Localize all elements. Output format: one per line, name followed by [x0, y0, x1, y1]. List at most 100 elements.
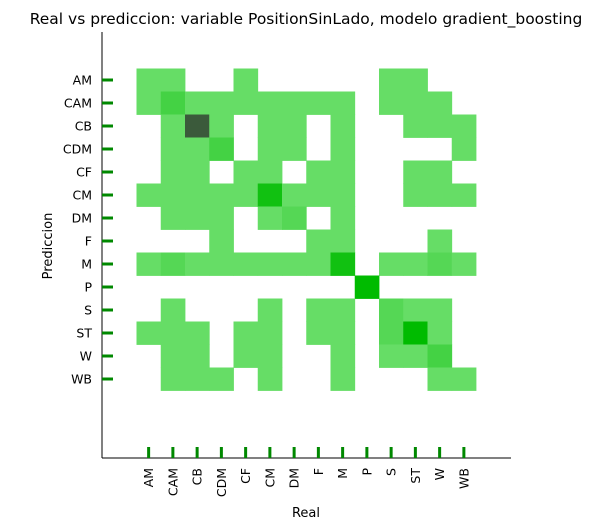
- heatmap-cell-WB-W: [427, 367, 453, 391]
- x-tick-mark-F: [316, 447, 320, 458]
- heatmap-cell-CAM-M: [330, 91, 356, 115]
- heatmap-cell-CM-ST: [403, 183, 428, 207]
- y-tick-mark-W: [102, 354, 113, 358]
- y-tick-label-W: W: [80, 349, 92, 364]
- heatmap-cell-CF-CF: [233, 160, 259, 184]
- x-tick-label-CAM: CAM: [165, 468, 180, 496]
- y-tick-mark-S: [102, 308, 113, 312]
- heatmap-cell-AM-AM: [136, 68, 162, 92]
- x-tick-mark-P: [365, 447, 369, 458]
- heatmap-cell-CM-AM: [136, 183, 162, 207]
- y-tick-label-P: P: [84, 280, 92, 295]
- heatmap-cell-WB-CAM: [160, 367, 186, 391]
- heatmap-cell-CM-M: [330, 183, 356, 207]
- x-tick-label-W: W: [432, 468, 447, 480]
- heatmap-cell-ST-F: [306, 321, 331, 345]
- heatmap-cell-ST-M: [330, 321, 356, 345]
- y-tick-label-CDM: CDM: [63, 142, 92, 157]
- x-ticks: AM CAM CB CDM CF CM DM F M P S ST W WB: [141, 447, 471, 497]
- heatmap-cell-CB-CDM: [209, 114, 234, 138]
- heatmap-cell-WB-CDM: [209, 367, 234, 391]
- heatmap-cell-CAM-W: [427, 91, 453, 115]
- x-tick-label-M: M: [335, 468, 350, 479]
- y-tick-mark-CB: [102, 124, 113, 128]
- heatmap-cell-M-CDM: [209, 252, 234, 276]
- heatmap-cell-CM-DM: [282, 183, 307, 207]
- y-axis-label: Prediccion: [41, 213, 56, 280]
- heatmap-cell-AM-CAM: [160, 68, 186, 92]
- chart-title: Real vs prediccion: variable PositionSin…: [30, 10, 583, 29]
- x-axis-label: Real: [292, 506, 320, 521]
- heatmap-cell-CDM-CAM: [160, 137, 186, 161]
- x-tick-mark-CM: [268, 447, 272, 458]
- heatmap-cell-S-F: [306, 298, 331, 322]
- y-tick-mark-CDM: [102, 147, 113, 151]
- heatmap-cell-AM-ST: [403, 68, 428, 92]
- x-tick-label-DM: DM: [287, 468, 302, 488]
- heatmap-cell-CAM-CF: [233, 91, 259, 115]
- heatmap-cell-CB-CB: [185, 114, 210, 138]
- heatmap-cell-WB-WB: [451, 367, 477, 391]
- heatmap-cell-CDM-CB: [185, 137, 210, 161]
- heatmap-cell-CM-CAM: [160, 183, 186, 207]
- x-tick-label-CDM: CDM: [214, 468, 229, 497]
- heatmap-cell-CB-WB: [451, 114, 477, 138]
- heatmap-cell-DM-CM: [257, 206, 283, 230]
- heatmap-cell-CF-W: [427, 160, 453, 184]
- heatmap-cell-CF-CM: [257, 160, 283, 184]
- heatmap-cell-CM-F: [306, 183, 331, 207]
- heatmap-cell-ST-CM: [257, 321, 283, 345]
- heatmap-cell-CF-CB: [185, 160, 210, 184]
- x-tick-label-CM: CM: [262, 468, 277, 488]
- heatmap-cell-CB-CM: [257, 114, 283, 138]
- y-tick-mark-CAM: [102, 101, 113, 105]
- y-tick-label-CB: CB: [75, 119, 92, 134]
- heatmap-cell-F-CDM: [209, 229, 234, 253]
- heatmap-cell-CAM-DM: [282, 91, 307, 115]
- heatmap-cell-AM-CF: [233, 68, 259, 92]
- heatmap-cell-ST-AM: [136, 321, 162, 345]
- y-tick-label-S: S: [84, 303, 92, 318]
- y-tick-label-M: M: [81, 257, 92, 272]
- heatmap-cell-M-CM: [257, 252, 283, 276]
- y-tick-label-AM: AM: [73, 73, 92, 88]
- heatmap-cell-S-S: [379, 298, 404, 322]
- heatmap-cell-CDM-WB: [451, 137, 477, 161]
- heatmap-cell-CAM-AM: [136, 91, 162, 115]
- y-tick-label-CF: CF: [76, 165, 92, 180]
- heatmap-cell-M-F: [306, 252, 331, 276]
- heatmap-cell-M-W: [427, 252, 453, 276]
- heatmap-cell-CM-CM: [257, 183, 283, 207]
- y-tick-mark-M: [102, 262, 113, 266]
- y-tick-label-WB: WB: [71, 372, 92, 387]
- heatmap-cell-F-F: [306, 229, 331, 253]
- heatmap-cell-M-CF: [233, 252, 259, 276]
- y-tick-mark-P: [102, 285, 113, 289]
- heatmap-cell-CDM-M: [330, 137, 356, 161]
- heatmap-cell-CAM-CM: [257, 91, 283, 115]
- heatmap-cell-S-CAM: [160, 298, 186, 322]
- y-tick-mark-CF: [102, 170, 113, 174]
- x-tick-mark-CDM: [219, 447, 223, 458]
- heatmap-cell-M-DM: [282, 252, 307, 276]
- heatmap-cell-DM-CDM: [209, 206, 234, 230]
- heatmap-cell-ST-W: [427, 321, 453, 345]
- y-tick-label-ST: ST: [76, 326, 92, 341]
- heatmap-cell-S-ST: [403, 298, 428, 322]
- x-tick-mark-W: [438, 447, 442, 458]
- heatmap-cell-W-CF: [233, 344, 259, 368]
- heatmap-cell-M-AM: [136, 252, 162, 276]
- x-tick-label-ST: ST: [408, 468, 423, 484]
- heatmap-cell-M-CAM: [160, 252, 186, 276]
- heatmap-cell-S-M: [330, 298, 356, 322]
- x-tick-label-CF: CF: [238, 468, 253, 484]
- heatmap-cell-CM-W: [427, 183, 453, 207]
- heatmap-cell-M-M: [330, 252, 356, 276]
- heatmap-cell-ST-CB: [185, 321, 210, 345]
- heatmap-cell-W-CB: [185, 344, 210, 368]
- x-tick-mark-CF: [244, 447, 248, 458]
- heatmap-cell-S-W: [427, 298, 453, 322]
- x-tick-label-WB: WB: [456, 468, 471, 489]
- heatmap-cell-CB-M: [330, 114, 356, 138]
